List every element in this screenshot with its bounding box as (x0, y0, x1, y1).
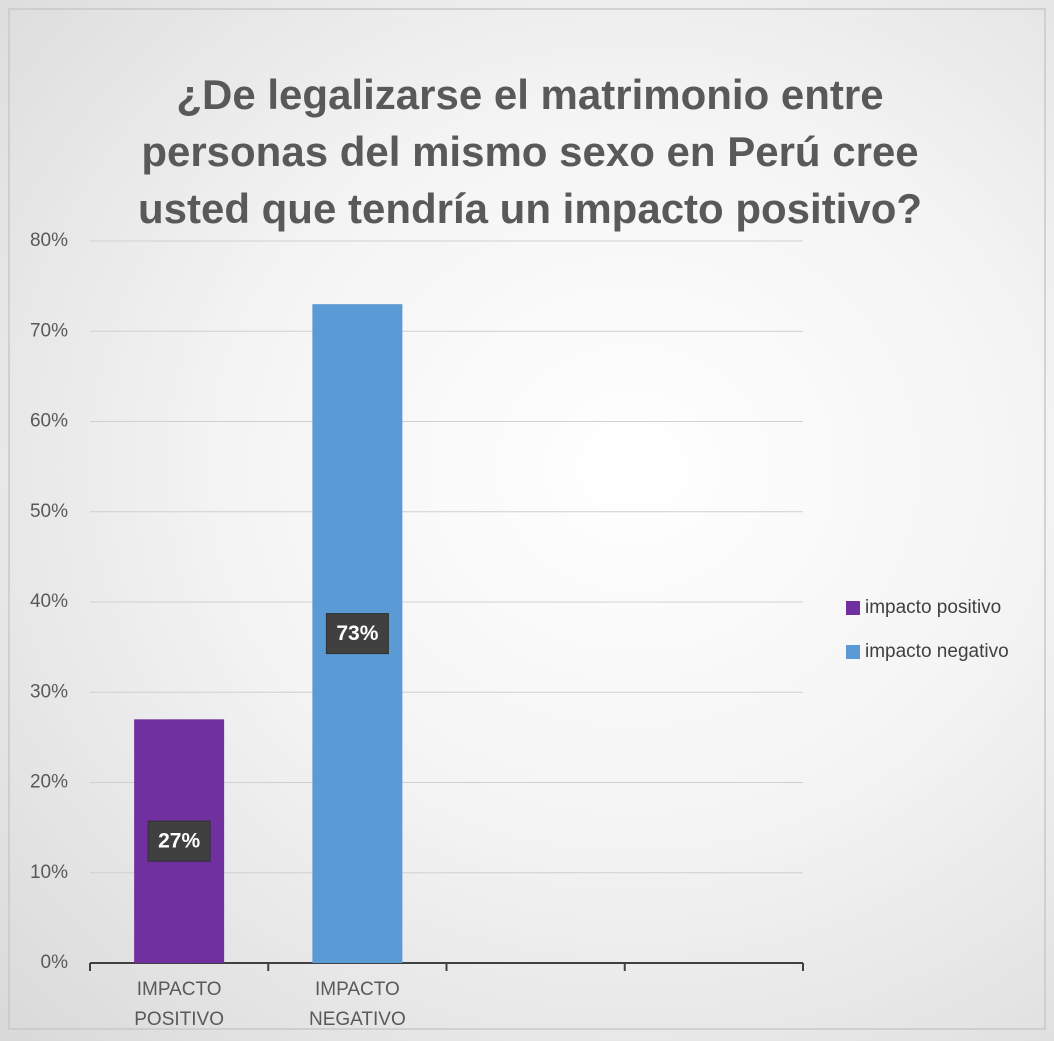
data-label-box (325, 613, 389, 655)
legend-swatch (846, 645, 860, 659)
legend-swatch (846, 601, 860, 615)
data-label: 27% (158, 830, 200, 853)
y-tick-label: 10% (30, 862, 68, 883)
y-tick-label: 40% (30, 591, 68, 612)
y-tick-label: 20% (30, 772, 68, 793)
x-tick-label: IMPACTO NEGATIVO (308, 979, 406, 1030)
chart-border (8, 8, 1046, 1030)
chart-title-line: ¿De legalizarse el matrimonio entre (176, 71, 883, 118)
y-tick-label: 60% (30, 411, 68, 432)
y-tick-label: 50% (30, 501, 68, 522)
y-tick-label: 0% (41, 952, 69, 973)
data-label-box (147, 820, 211, 862)
y-tick-label: 70% (30, 320, 68, 341)
y-tick-label: 80% (30, 230, 68, 251)
chart-title-line: personas del mismo sexo en Perú cree (141, 128, 918, 175)
data-label: 73% (336, 622, 378, 645)
x-tick-label: IMPACTO POSITIVO (134, 979, 224, 1030)
chart-title-line: usted que tendría un impacto positivo? (138, 185, 922, 232)
y-tick-label: 30% (30, 681, 68, 702)
legend-label: impacto negativo (865, 641, 1009, 662)
legend-label: impacto positivo (865, 597, 1001, 618)
